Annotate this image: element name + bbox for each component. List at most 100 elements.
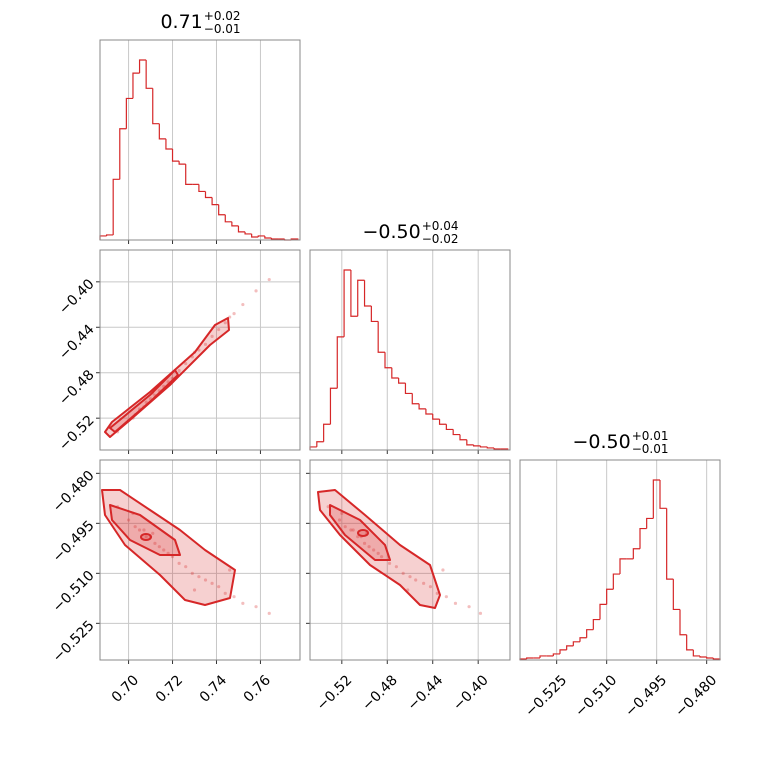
sample-point bbox=[435, 591, 439, 595]
sample-point bbox=[144, 535, 148, 539]
title-upper: +0.01 bbox=[632, 429, 669, 443]
sample-point bbox=[337, 518, 342, 522]
sample-point bbox=[387, 561, 392, 565]
sample-point bbox=[223, 321, 227, 325]
histogram-bin bbox=[185, 164, 193, 185]
sample-point bbox=[210, 581, 214, 585]
histogram-bin bbox=[398, 378, 406, 384]
histogram-bin bbox=[204, 191, 213, 199]
histogram-bin bbox=[158, 123, 166, 140]
sample-point bbox=[478, 611, 483, 615]
sample-point bbox=[241, 302, 245, 307]
sample-point bbox=[228, 568, 232, 572]
y-tick-label: −0.48 bbox=[56, 367, 98, 409]
sample-point bbox=[184, 565, 188, 569]
histogram-bin bbox=[404, 383, 413, 395]
sample-point bbox=[223, 591, 227, 595]
histogram-bin bbox=[526, 657, 534, 659]
histogram-bin bbox=[652, 479, 660, 519]
x-tick-label: −0.40 bbox=[450, 672, 492, 714]
y-tick-label: −0.44 bbox=[56, 322, 98, 364]
histogram-bin bbox=[445, 424, 454, 431]
histogram-bin bbox=[411, 393, 420, 405]
histogram-bin bbox=[425, 408, 433, 415]
title-value: 0.71 bbox=[160, 11, 202, 33]
histogram-bin bbox=[363, 280, 372, 307]
sample-point bbox=[414, 578, 418, 582]
sample-point bbox=[177, 561, 181, 565]
sample-point bbox=[151, 531, 155, 535]
histogram-bin bbox=[438, 419, 447, 425]
y-tick-label: −0.40 bbox=[56, 276, 98, 318]
histogram-bin bbox=[692, 649, 700, 657]
histogram-bin bbox=[572, 641, 580, 646]
histogram-bin bbox=[152, 88, 160, 125]
sample-point bbox=[232, 312, 236, 316]
histogram-bin bbox=[639, 527, 647, 549]
sample-point bbox=[467, 605, 471, 609]
sample-point bbox=[343, 525, 347, 529]
sample-point bbox=[142, 528, 146, 532]
histogram-bin bbox=[479, 445, 488, 448]
title-value: −0.50 bbox=[572, 431, 630, 453]
histogram-bin bbox=[391, 367, 399, 379]
histogram-bin bbox=[459, 434, 467, 441]
sample-point bbox=[157, 545, 161, 549]
sample-point bbox=[376, 551, 380, 555]
panel-frame bbox=[99, 249, 301, 451]
histogram-bin bbox=[566, 645, 574, 650]
sample-point bbox=[254, 289, 258, 293]
histogram-bin bbox=[706, 656, 714, 659]
sample-point bbox=[267, 277, 271, 282]
sample-point bbox=[267, 611, 271, 615]
sample-point bbox=[217, 585, 221, 589]
histogram-bin bbox=[125, 97, 133, 129]
sample-point bbox=[217, 327, 221, 332]
x-tick-label: 0.72 bbox=[153, 672, 186, 705]
histogram-bin bbox=[619, 558, 627, 575]
histogram-bin bbox=[432, 414, 440, 420]
x-tick-label: −0.495 bbox=[622, 672, 670, 720]
histogram-bin bbox=[659, 480, 667, 509]
sample-point bbox=[210, 334, 214, 338]
title-lower: −0.02 bbox=[422, 232, 459, 246]
histogram-bin bbox=[586, 629, 594, 638]
histogram-bin bbox=[237, 225, 246, 233]
contour bbox=[101, 489, 236, 606]
histogram-bin bbox=[343, 269, 351, 337]
sample-point bbox=[394, 565, 398, 569]
histogram-bin bbox=[486, 446, 495, 449]
sample-point bbox=[356, 535, 360, 539]
panel-frame bbox=[99, 459, 301, 661]
histogram-bin bbox=[251, 233, 259, 238]
sample-point bbox=[192, 588, 197, 592]
panel-frame bbox=[99, 39, 301, 241]
panel-frame bbox=[519, 459, 721, 661]
title-lower: −0.01 bbox=[632, 442, 669, 456]
histogram-bin bbox=[171, 148, 180, 162]
histogram-bin bbox=[672, 579, 680, 611]
histogram-bin bbox=[270, 237, 279, 240]
histogram-bin bbox=[384, 352, 392, 369]
sample-point bbox=[190, 571, 194, 575]
histogram-bin bbox=[606, 588, 614, 605]
sample-point bbox=[203, 578, 208, 582]
histogram-bin bbox=[679, 609, 687, 636]
histogram-bin bbox=[377, 321, 385, 353]
sample-point bbox=[153, 541, 157, 545]
x-tick-label: −0.48 bbox=[359, 672, 401, 714]
histogram-bin bbox=[329, 387, 338, 425]
sample-point bbox=[422, 581, 426, 585]
sample-point bbox=[197, 575, 201, 579]
x-tick-label: −0.52 bbox=[314, 672, 356, 714]
contour bbox=[109, 504, 181, 556]
y-tick-label: −0.510 bbox=[50, 568, 98, 616]
contours bbox=[101, 317, 441, 609]
histogram-bin bbox=[646, 517, 654, 529]
contour bbox=[329, 504, 391, 561]
sample-point bbox=[326, 505, 330, 509]
x-tick-label: −0.510 bbox=[572, 672, 620, 720]
histogram-bin bbox=[145, 60, 153, 89]
sample-point bbox=[203, 342, 208, 346]
